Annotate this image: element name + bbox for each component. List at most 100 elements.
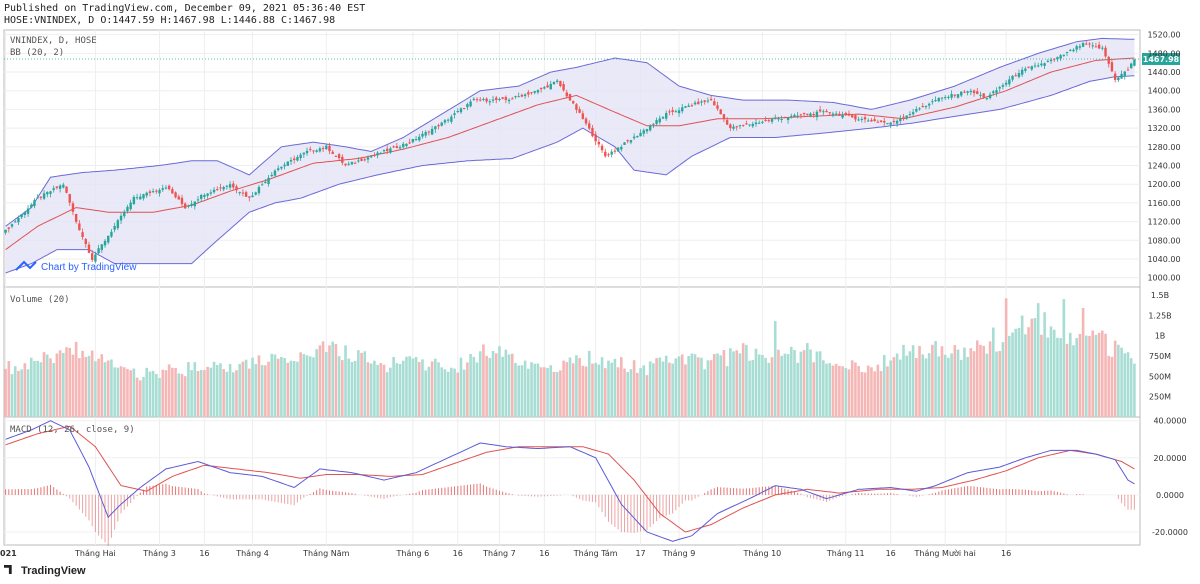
candle-body xyxy=(886,123,889,125)
candle-body xyxy=(642,130,645,134)
volume-pane[interactable] xyxy=(4,298,1136,417)
volume-bar xyxy=(523,360,527,417)
candle-body xyxy=(735,126,738,128)
candle-body xyxy=(1110,62,1114,72)
x-tick-label: Tháng 4 xyxy=(235,549,269,558)
candle-body xyxy=(809,113,812,117)
candle-body xyxy=(97,248,100,254)
volume-bar xyxy=(655,358,658,417)
candle-body xyxy=(895,120,899,124)
candle-body xyxy=(1043,63,1046,66)
candle-body xyxy=(264,181,267,184)
candle-body xyxy=(110,231,113,237)
candle-body xyxy=(1020,69,1024,75)
volume-bar xyxy=(450,367,453,417)
volume-bar xyxy=(825,363,828,417)
volume-bar xyxy=(947,357,950,417)
tv-logo-icon xyxy=(4,565,12,574)
volume-bar xyxy=(119,366,123,417)
candle-body xyxy=(440,122,443,126)
candle-body xyxy=(116,220,120,229)
volume-bar xyxy=(273,354,277,417)
volume-bar xyxy=(629,369,633,417)
volume-bar xyxy=(927,353,931,417)
candle-body xyxy=(312,150,315,152)
volume-bar xyxy=(674,358,678,417)
volume-bar xyxy=(215,365,219,417)
volume-bar xyxy=(324,352,328,417)
volume-bar xyxy=(520,365,524,417)
price-tick-label: 1320.00 xyxy=(1147,124,1180,133)
volume-bar xyxy=(729,348,732,417)
volume-bar xyxy=(7,361,11,417)
volume-bar xyxy=(1129,358,1133,417)
candle-body xyxy=(992,91,995,94)
volume-bar xyxy=(924,358,928,417)
bb-lower-line xyxy=(5,75,1135,274)
volume-bar xyxy=(299,352,302,417)
volume-bar xyxy=(209,367,213,417)
volume-bar xyxy=(979,344,982,417)
volume-bar xyxy=(1078,334,1082,417)
volume-bar xyxy=(1123,353,1127,417)
candle-body xyxy=(902,116,905,118)
candle-body xyxy=(142,194,145,199)
volume-bar xyxy=(491,350,495,417)
candle-body xyxy=(988,94,992,99)
candle-body xyxy=(754,122,758,125)
candle-body xyxy=(248,196,251,198)
price-tick-label: 1480.00 xyxy=(1147,49,1180,58)
volume-bar xyxy=(116,367,120,417)
candle-body xyxy=(793,114,796,117)
volume-bar xyxy=(607,360,610,417)
candle-body xyxy=(193,201,197,207)
volume-bar xyxy=(1033,318,1037,417)
x-tick-label: Tháng Năm xyxy=(302,549,349,558)
volume-bar xyxy=(789,346,793,417)
candle-body xyxy=(738,125,742,127)
volume-bar xyxy=(302,354,306,417)
volume-bar xyxy=(514,362,517,417)
volume-bar xyxy=(911,345,915,417)
volume-bar xyxy=(959,359,963,417)
candle-body xyxy=(344,163,347,166)
candle-body xyxy=(14,221,17,223)
candle-body xyxy=(616,147,620,152)
volume-bar xyxy=(902,344,905,417)
volume-bar xyxy=(584,366,588,417)
volume-bar xyxy=(822,360,825,417)
volume-bar xyxy=(142,376,145,417)
macd-pane[interactable] xyxy=(5,420,1135,546)
volume-bar xyxy=(187,362,190,417)
volume-bar xyxy=(559,370,562,417)
price-tick-label: 1240.00 xyxy=(1147,162,1180,171)
volume-bar xyxy=(975,340,979,417)
candle-body xyxy=(158,189,161,194)
price-pane[interactable]: 1467.98 xyxy=(4,37,1180,274)
x-tick-label: 16 xyxy=(886,549,896,558)
volume-bar xyxy=(725,366,729,417)
volume-bar xyxy=(1081,308,1085,417)
candle-body xyxy=(228,184,232,188)
candle-body xyxy=(177,196,180,200)
candle-body xyxy=(139,196,142,200)
candle-body xyxy=(1069,49,1072,51)
volume-bar xyxy=(360,352,363,417)
candle-body xyxy=(639,132,642,137)
candle-body xyxy=(369,156,373,158)
candle-body xyxy=(867,120,870,122)
candle-body xyxy=(273,170,277,176)
volume-bar xyxy=(700,357,703,417)
candle-body xyxy=(135,197,139,199)
candle-body xyxy=(860,118,864,120)
candle-body xyxy=(402,143,405,148)
volume-bar xyxy=(786,354,790,417)
volume-bar xyxy=(158,377,161,417)
candle-body xyxy=(578,109,581,113)
volume-bar xyxy=(1040,334,1043,417)
candle-body xyxy=(911,112,915,115)
volume-bar xyxy=(844,367,848,417)
price-tick-label: 1000.00 xyxy=(1147,274,1180,283)
volume-bar xyxy=(385,372,389,417)
